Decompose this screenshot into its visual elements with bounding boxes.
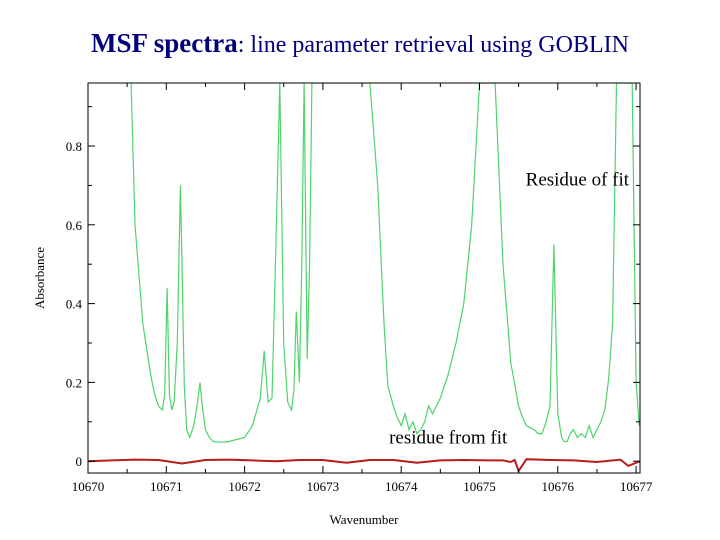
x-tick-label: 10673 — [307, 479, 340, 494]
x-tick-label: 10674 — [385, 479, 418, 494]
y-tick-label: 0 — [76, 454, 83, 469]
y-tick-label: 0.2 — [66, 375, 82, 390]
y-tick-label: 0.4 — [66, 297, 83, 312]
title-bold: MSF spectra — [91, 28, 238, 58]
x-tick-label: 10676 — [542, 479, 575, 494]
x-tick-label: 10672 — [228, 479, 261, 494]
y-tick-label: 0.8 — [66, 139, 82, 154]
x-tick-label: 10671 — [150, 479, 183, 494]
series-line-0 — [130, 83, 640, 443]
series-line-1 — [88, 458, 640, 473]
x-tick-label: 10677 — [620, 479, 653, 494]
title-rest: : line parameter retrieval using GOBLIN — [237, 32, 629, 58]
x-tick-label: 10670 — [72, 479, 105, 494]
y-axis-title: Absorbance — [32, 247, 47, 309]
x-axis-title: Wavenumber — [330, 512, 400, 527]
annotation-1: residue from fit — [389, 427, 508, 448]
y-tick-label: 0.6 — [66, 218, 83, 233]
slide-title: MSF spectra: line parameter retrieval us… — [0, 28, 720, 59]
plot-frame — [87, 82, 641, 474]
x-tick-label: 10675 — [463, 479, 496, 494]
annotation-0: Residue of fit — [526, 169, 630, 190]
